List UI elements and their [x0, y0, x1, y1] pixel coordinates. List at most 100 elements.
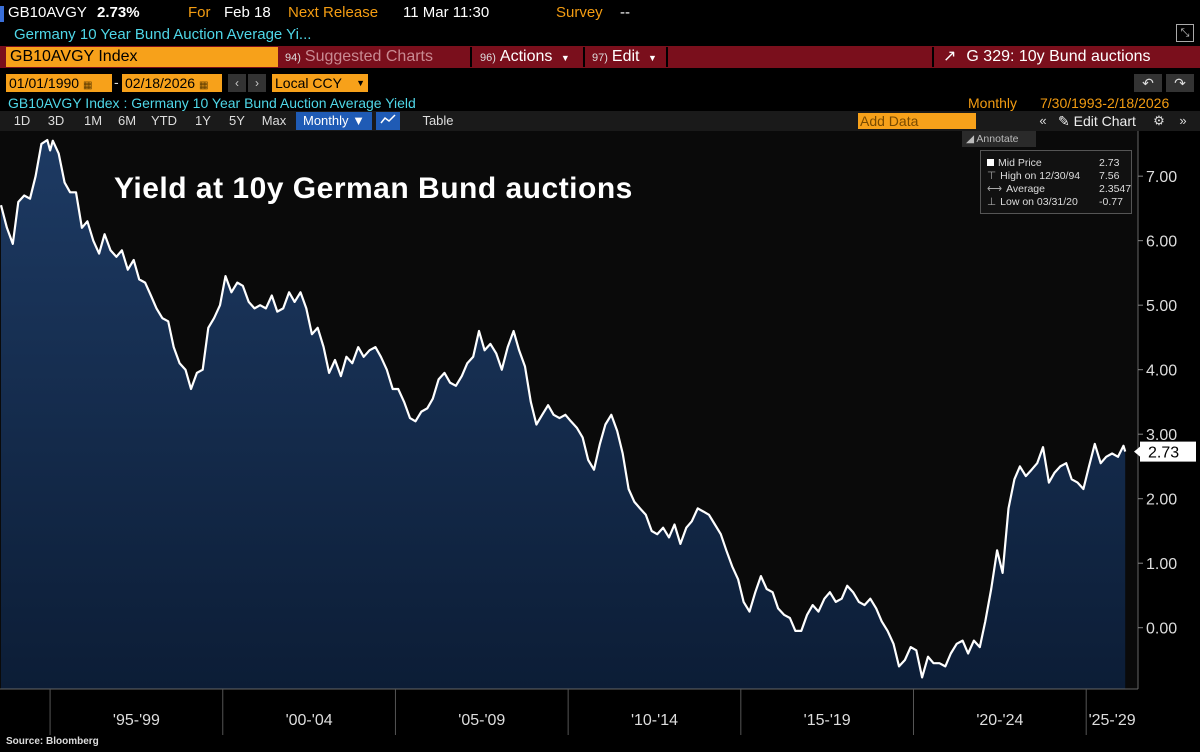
y-tick-label: 1.00: [1146, 556, 1177, 573]
end-date-value: 02/18/2026: [125, 75, 196, 91]
expand-right-icon[interactable]: »: [1179, 113, 1187, 128]
edit-label: Edit: [611, 48, 640, 65]
table-view-button[interactable]: Table: [422, 113, 454, 128]
chart-title-label: G 329: 10y Bund auctions: [966, 48, 1151, 65]
x-group-label: '20-'24: [976, 712, 1023, 729]
toolbar-divider: [470, 47, 472, 67]
add-data-input[interactable]: Add Data: [858, 113, 976, 129]
y-tick-label: 2.00: [1146, 492, 1177, 509]
edit-num: 97): [592, 52, 608, 64]
chevron-down-icon: ▼: [647, 53, 657, 63]
calendar-icon: ▦: [198, 80, 209, 91]
period-1y-button[interactable]: 1Y: [195, 113, 211, 128]
next-release-label: Next Release: [288, 4, 379, 21]
chart-overlay-title: Yield at 10y German Bund auctions: [114, 172, 633, 205]
period-5y-button[interactable]: 5Y: [229, 113, 245, 128]
line-chart-glyph: [380, 114, 396, 124]
end-date-field[interactable]: 02/18/2026 ▦: [122, 74, 222, 92]
annotate-button[interactable]: ◢ Annotate: [962, 131, 1036, 147]
suggested-num: 94): [285, 52, 301, 64]
yield-chart: 0.00 1.00 2.00 3.00 4.00 5.00 6.00 7.00 '95-'99…: [0, 131, 1200, 735]
series-description: GB10AVGY Index : Germany 10 Year Bund Au…: [8, 95, 416, 111]
for-value: Feb 18: [224, 4, 271, 21]
last-value-label: 2.73: [1148, 445, 1179, 462]
period-ytd-button[interactable]: YTD: [151, 113, 177, 128]
line-chart-icon[interactable]: [376, 112, 400, 130]
last-value: 2.73%: [97, 4, 140, 21]
yield-line: [0, 138, 1127, 679]
next-period-button[interactable]: ›: [248, 74, 266, 92]
legend-high-label: High on 12/30/94: [1000, 170, 1081, 182]
calendar-icon: ▦: [82, 80, 93, 91]
legend-avg-label: Average: [1006, 183, 1045, 195]
currency-select[interactable]: Local CCY ▼: [272, 74, 368, 92]
x-group-label: '25-'29: [1089, 712, 1136, 729]
header-accent-bar: [0, 6, 4, 22]
period-3d-button[interactable]: 3D: [47, 113, 65, 128]
y-tick-label: 7.00: [1146, 169, 1177, 186]
high-marker-icon: ⊤: [987, 170, 997, 182]
x-group-label: '10-'14: [631, 712, 678, 729]
edit-chart-label: Edit Chart: [1073, 113, 1136, 129]
prev-period-button[interactable]: ‹: [228, 74, 246, 92]
legend-avg-value: 2.3547: [1099, 183, 1132, 195]
collapse-left-icon[interactable]: «: [1039, 113, 1047, 128]
suggested-charts-button[interactable]: 94) Suggested Charts: [285, 47, 433, 67]
last-value-pointer: [1134, 446, 1140, 457]
period-max-button[interactable]: Max: [261, 113, 287, 128]
y-tick-label: 5.00: [1146, 298, 1177, 315]
redo-icon[interactable]: ↷: [1166, 74, 1194, 92]
date-separator: -: [114, 74, 119, 90]
actions-label: Actions: [499, 48, 553, 65]
survey-label: Survey: [556, 4, 603, 21]
settings-icon[interactable]: ⚙: [1153, 113, 1165, 128]
average-marker-icon: ⟷: [987, 183, 1003, 195]
legend-high-value: 7.56: [1099, 170, 1120, 182]
low-marker-icon: ⊥: [987, 196, 997, 208]
yield-area: [1, 140, 1126, 689]
source-label: Source: Bloomberg: [6, 736, 99, 747]
y-tick-label: 4.00: [1146, 363, 1177, 380]
ticker-label: GB10AVGY: [8, 4, 87, 21]
x-group-label: '15-'19: [804, 712, 851, 729]
undo-icon[interactable]: ↶: [1134, 74, 1162, 92]
edit-button[interactable]: 97) Edit ▼: [592, 47, 657, 67]
x-group-label: '95-'99: [113, 712, 160, 729]
mid-price-swatch: [987, 159, 994, 166]
external-link-icon: ↗: [943, 48, 957, 65]
period-1m-button[interactable]: 1M: [83, 113, 103, 128]
y-axis-ticks: 0.00 1.00 2.00 3.00 4.00 5.00 6.00 7.00: [1138, 169, 1177, 638]
edit-chart-button[interactable]: ✎ Edit Chart: [1058, 112, 1136, 130]
actions-button[interactable]: 96) Actions ▼: [480, 47, 570, 67]
y-tick-label: 3.00: [1146, 427, 1177, 444]
security-input[interactable]: GB10AVGY Index: [6, 47, 278, 67]
chart-title-link[interactable]: ↗ G 329: 10y Bund auctions: [943, 47, 1151, 67]
legend-box: Mid Price 2.73 ⊤ High on 12/30/94 7.56 ⟷ A…: [980, 150, 1132, 214]
start-date-field[interactable]: 01/01/1990 ▦: [6, 74, 112, 92]
legend-high-row: ⊤ High on 12/30/94: [987, 170, 1080, 182]
frequency-select[interactable]: Monthly ▼: [296, 112, 372, 130]
legend-mid-value: 2.73: [1099, 157, 1120, 169]
chevron-down-icon: ▼: [560, 53, 570, 63]
toolbar-divider: [932, 47, 934, 67]
for-label: For: [188, 4, 211, 21]
suggested-label: Suggested Charts: [304, 48, 433, 65]
annotate-label: Annotate: [976, 133, 1019, 145]
resize-icon[interactable]: ⤡: [1176, 24, 1194, 42]
legend-mid-row: Mid Price: [987, 157, 1042, 169]
legend-mid-label: Mid Price: [998, 157, 1042, 169]
actions-num: 96): [480, 52, 496, 64]
next-release-value: 11 Mar 11:30: [403, 4, 490, 21]
survey-value: --: [620, 4, 630, 21]
x-group-label: '05-'09: [458, 712, 505, 729]
period-6m-button[interactable]: 6M: [117, 113, 137, 128]
legend-low-label: Low on 03/31/20: [1000, 196, 1078, 208]
command-toolbar: [0, 46, 1200, 68]
date-range-label: 7/30/1993-2/18/2026: [1040, 95, 1170, 111]
period-1d-button[interactable]: 1D: [13, 113, 31, 128]
pin-icon: ◢: [966, 133, 975, 145]
last-value-box: [1140, 441, 1196, 462]
frequency-label: Monthly: [968, 95, 1018, 111]
x-axis-groups: '95-'99 '00-'04 '05-'09 '10-'14 '15-'19 '20-'…: [49, 689, 1136, 735]
chevron-down-icon: ▼: [356, 78, 365, 88]
